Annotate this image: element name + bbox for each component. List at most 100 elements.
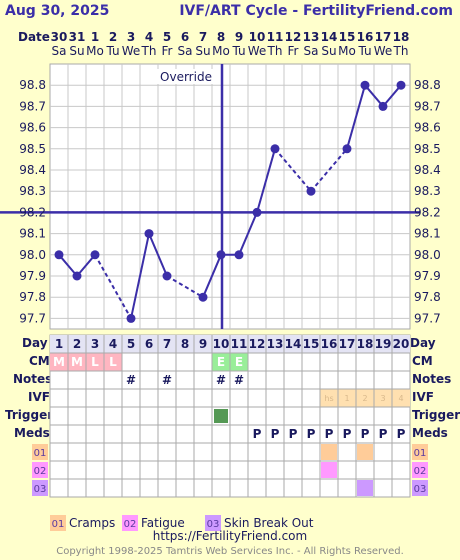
- meds-mark: P: [379, 427, 388, 441]
- override-label: Override: [160, 70, 212, 84]
- x-weekday-label: Fr: [162, 44, 173, 58]
- day-number: 8: [181, 337, 189, 351]
- legend-name: Skin Break Out: [224, 516, 314, 530]
- ivf-value: 2: [362, 394, 367, 403]
- day-number: 12: [249, 337, 266, 351]
- meds-mark: P: [307, 427, 316, 441]
- cm-cell: [50, 353, 68, 371]
- symptom-cell: [357, 480, 373, 496]
- row-label-meds: Meds: [14, 426, 50, 440]
- symptom-badge-left: [32, 444, 48, 460]
- y-tick-label-left: 98.6: [19, 121, 46, 135]
- y-tick-label-left: 98.1: [19, 227, 46, 241]
- y-tick-label-left: 98.2: [19, 205, 46, 219]
- day-number: 14: [285, 337, 302, 351]
- day-number: 19: [375, 337, 392, 351]
- x-date-label: 30: [51, 30, 68, 44]
- symptom-cell: [321, 444, 337, 460]
- temp-point: [234, 250, 244, 260]
- temp-point: [270, 144, 280, 154]
- symptom-cell: [321, 462, 337, 478]
- data-rows: 1 2 3 4 5 6 7 8 9 10 11 12 13 14 15 16 17 18 19 20M M L L E E# # #…: [32, 334, 428, 498]
- ivf-cell: [392, 389, 410, 407]
- x-date-label: 3: [127, 30, 135, 44]
- temp-segment: [202, 254, 222, 298]
- symptom-code-left: 03: [34, 484, 47, 495]
- temp-segment: [256, 148, 276, 213]
- day-number: 16: [321, 337, 338, 351]
- cm-cell: [230, 353, 248, 371]
- x-date-label: 1: [91, 30, 99, 44]
- cm-cell: [212, 353, 230, 371]
- symptom-badge-left: [32, 480, 48, 496]
- symptom-code-right: 02: [414, 466, 427, 477]
- day-number: 1: [55, 337, 63, 351]
- temp-segment-dashed: [274, 148, 312, 192]
- x-weekday-label: Tu: [231, 44, 245, 58]
- temp-point: [378, 101, 388, 111]
- x-date-label: 4: [145, 30, 153, 44]
- cm-value: L: [91, 355, 99, 369]
- temp-segment: [76, 254, 96, 277]
- symptom-badge-right: [412, 444, 428, 460]
- temp-point: [252, 207, 262, 217]
- temp-point: [216, 250, 226, 260]
- x-weekday-label: We: [248, 44, 267, 58]
- y-tick-label-right: 98.0: [414, 248, 441, 262]
- day-number: 20: [393, 337, 410, 351]
- y-tick-label-left: 97.9: [19, 269, 46, 283]
- legend-swatch: [205, 515, 221, 531]
- x-date-label: 12: [285, 30, 302, 44]
- x-date-label: 6: [181, 30, 189, 44]
- x-weekday-label: Tu: [105, 44, 119, 58]
- x-weekday-label: We: [374, 44, 393, 58]
- x-weekday-label: Mo: [86, 44, 104, 58]
- y-tick-label-left: 98.4: [19, 163, 46, 177]
- temp-point: [342, 144, 352, 154]
- x-weekday-label: Su: [195, 44, 210, 58]
- temp-point: [144, 229, 154, 239]
- row-label-notes: Notes: [13, 372, 52, 386]
- row-label-ivf-right: IVF: [412, 390, 434, 404]
- meds-mark: P: [397, 427, 406, 441]
- temp-point: [306, 186, 316, 196]
- temp-segment: [58, 254, 78, 277]
- temp-segment-dashed: [310, 148, 348, 192]
- x-weekday-label: Su: [69, 44, 84, 58]
- symptom-code-right: 01: [414, 448, 427, 459]
- y-tick-label-right: 98.5: [414, 142, 441, 156]
- cm-value: L: [109, 355, 117, 369]
- meds-mark: P: [361, 427, 370, 441]
- temp-segment: [364, 84, 384, 108]
- grid: [49, 63, 411, 330]
- day-number: 9: [199, 337, 207, 351]
- day-number: 5: [127, 337, 135, 351]
- ivf-value: 4: [398, 394, 403, 403]
- x-date-label: 15: [339, 30, 356, 44]
- legend-code: 03: [207, 519, 220, 530]
- row-label-trigger: Trigger: [5, 408, 53, 422]
- x-weekday-label: We: [122, 44, 141, 58]
- ivf-value: 3: [380, 394, 385, 403]
- x-date-label: 10: [249, 30, 266, 44]
- x-date-label: 7: [199, 30, 207, 44]
- row-label-notes-right: Notes: [412, 372, 451, 386]
- temp-point: [90, 250, 100, 260]
- temp-point: [198, 292, 208, 302]
- legend-name: Fatigue: [141, 516, 185, 530]
- note-mark: #: [234, 373, 244, 387]
- temperature-series: [54, 80, 406, 323]
- ivf-value: 1: [344, 394, 349, 403]
- y-tick-label-left: 98.8: [19, 78, 46, 92]
- chart-date: Aug 30, 2025: [5, 3, 109, 19]
- ivf-value: hs: [324, 394, 333, 403]
- legend-swatch: [122, 515, 138, 531]
- cm-value: M: [71, 355, 83, 369]
- row-label-cm: CM: [29, 354, 50, 368]
- y-tick-label-right: 97.9: [414, 269, 441, 283]
- temp-point: [360, 80, 370, 90]
- cm-value: E: [235, 355, 243, 369]
- temp-point: [396, 80, 406, 90]
- y-tick-label-right: 98.4: [414, 163, 441, 177]
